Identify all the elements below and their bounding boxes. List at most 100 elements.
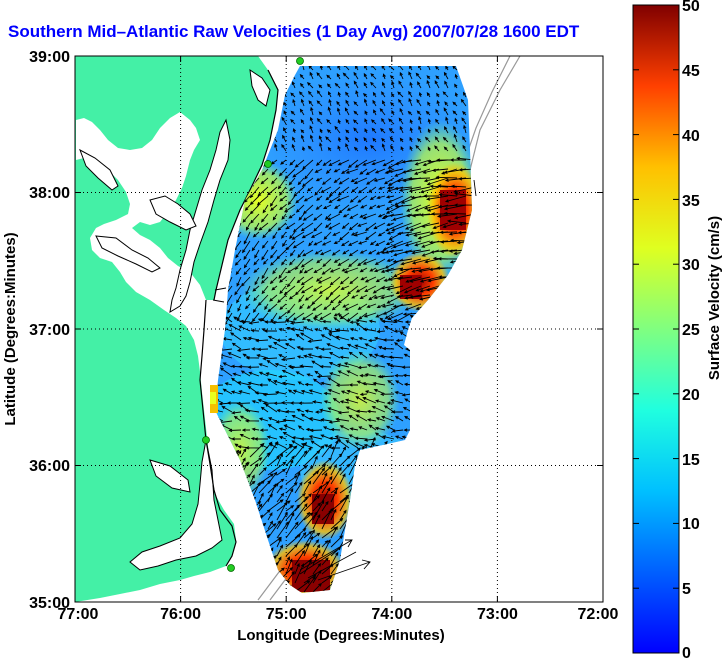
- velocity-arrow: [338, 177, 350, 185]
- velocity-arrow: [283, 285, 296, 296]
- velocity-arrow: [346, 343, 359, 350]
- velocity-arrow: [463, 124, 467, 134]
- velocity-arrow: [321, 177, 332, 185]
- velocity-arrow: [353, 71, 359, 80]
- velocity-arrow: [294, 511, 311, 530]
- velocity-arrow: [303, 267, 314, 274]
- velocity-arrow: [308, 100, 314, 107]
- velocity-arrow: [370, 119, 377, 125]
- velocity-arrow: [355, 409, 368, 413]
- velocity-arrow: [301, 177, 314, 188]
- velocity-arrow: [262, 356, 278, 361]
- velocity-arrow: [458, 222, 472, 226]
- velocity-arrow: [337, 91, 341, 98]
- velocity-arrow: [374, 258, 386, 266]
- velocity-arrow: [372, 91, 377, 98]
- velocity-arrow: [409, 81, 413, 89]
- velocity-arrow: [249, 457, 263, 467]
- velocity-arrow: [279, 204, 287, 211]
- velocity-arrow: [327, 407, 341, 413]
- velocity-arrow: [267, 483, 277, 503]
- velocity-arrow: [284, 204, 296, 213]
- velocity-arrow: [258, 473, 274, 485]
- velocity-arrow: [385, 195, 395, 199]
- velocity-arrow: [329, 352, 341, 359]
- velocity-arrow: [360, 276, 368, 281]
- velocity-arrow: [438, 193, 458, 197]
- velocity-arrow: [418, 66, 422, 71]
- velocity-arrow: [245, 222, 251, 231]
- velocity-arrow: [349, 320, 359, 324]
- velocity-arrow: [401, 159, 422, 164]
- velocity-arrow: [318, 84, 323, 89]
- velocity-arrow: [439, 249, 458, 254]
- velocity-arrow: [385, 240, 395, 246]
- velocity-arrow: [391, 222, 413, 232]
- velocity-arrow: [280, 159, 287, 165]
- velocity-arrow: [328, 333, 341, 341]
- velocity-arrow: [443, 71, 449, 80]
- velocity-arrow: [336, 107, 341, 116]
- velocity-arrow: [367, 249, 377, 255]
- radar-station-marker: [264, 160, 272, 168]
- velocity-arrow: [316, 100, 323, 107]
- colorbar-tick-label: 20: [682, 387, 700, 404]
- velocity-arrow: [269, 294, 278, 302]
- velocity-arrow: [274, 143, 278, 152]
- velocity-arrow: [330, 517, 344, 530]
- velocity-arrow: [289, 321, 305, 325]
- colorbar-tick-label: 15: [682, 452, 700, 469]
- velocity-arrow: [280, 357, 296, 362]
- velocity-arrow: [397, 91, 404, 98]
- velocity-arrow: [404, 240, 422, 247]
- velocity-arrow: [236, 348, 251, 353]
- velocity-arrow: [288, 213, 296, 219]
- velocity-arrow: [281, 381, 296, 386]
- velocity-arrow: [415, 72, 422, 80]
- radar-station-marker: [227, 564, 235, 572]
- velocity-arrow: [257, 398, 269, 404]
- velocity-arrow: [408, 71, 413, 80]
- velocity-arrow: [322, 159, 332, 166]
- velocity-arrow: [300, 285, 314, 294]
- velocity-arrow: [234, 258, 242, 266]
- velocity-arrow: [257, 186, 269, 197]
- velocity-arrow: [315, 204, 323, 210]
- velocity-arrow: [227, 352, 242, 359]
- velocity-arrow: [374, 240, 386, 246]
- velocity-arrow: [329, 372, 341, 377]
- y-tick-label: 35:00: [29, 595, 70, 612]
- colorbar: 50 45 40 35 30 25 20 15 10 5 0 Surface V…: [632, 0, 723, 659]
- velocity-arrow: [240, 448, 247, 458]
- velocity-arrow: [289, 231, 296, 240]
- velocity-arrow: [461, 117, 467, 125]
- velocity-arrow: [341, 240, 350, 247]
- velocity-arrow: [313, 240, 323, 246]
- velocity-arrow: [353, 177, 368, 185]
- velocity-arrow: [354, 436, 368, 440]
- velocity-arrow: [334, 82, 341, 89]
- velocity-arrow: [403, 249, 422, 254]
- velocity-arrow: [394, 186, 413, 191]
- velocity-arrow: [417, 81, 422, 89]
- velocity-arrow: [313, 267, 323, 274]
- velocity-arrow: [359, 249, 368, 254]
- y-tick-label: 39:00: [29, 49, 70, 66]
- velocity-arrow: [423, 204, 440, 210]
- velocity-arrow: [384, 312, 395, 319]
- velocity-arrow: [309, 71, 314, 80]
- velocity-arrow: [337, 411, 350, 415]
- velocity-arrow: [343, 66, 350, 71]
- velocity-arrow: [368, 424, 377, 431]
- velocity-arrow: [351, 186, 359, 193]
- velocity-arrow: [312, 502, 322, 512]
- velocity-arrow: [337, 439, 350, 449]
- velocity-arrow: [363, 66, 368, 71]
- velocity-arrow: [330, 439, 339, 458]
- velocity-arrow: [383, 213, 404, 219]
- velocity-arrow: [370, 81, 377, 89]
- velocity-arrow: [254, 276, 260, 286]
- velocity-arrow: [393, 249, 413, 257]
- velocity-arrow: [387, 66, 395, 71]
- velocity-arrow: [277, 312, 287, 320]
